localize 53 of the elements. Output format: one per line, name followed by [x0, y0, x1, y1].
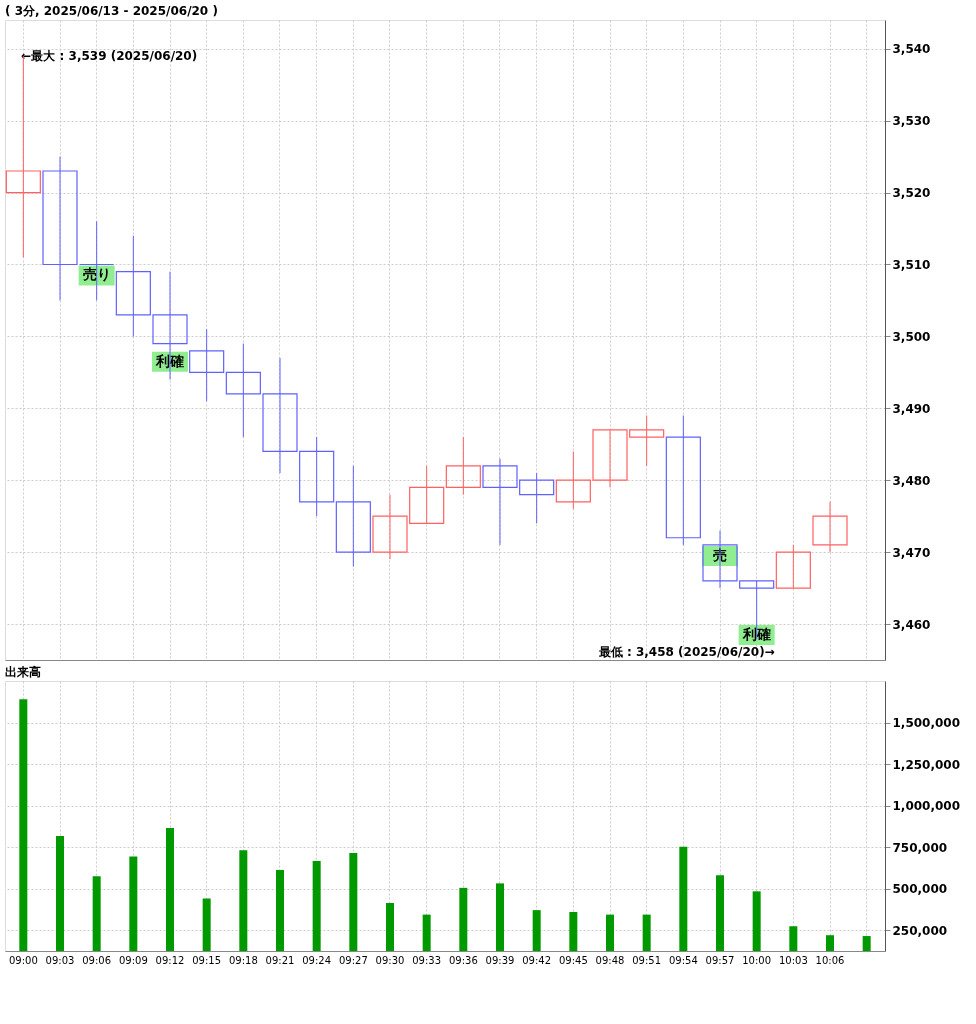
x-tick-label: 09:00: [8, 954, 38, 966]
x-tick-label: 09:30: [375, 954, 405, 966]
annotation: 売り: [82, 266, 111, 283]
x-tick-label: 09:12: [155, 954, 185, 966]
y-tick-label: 1,000,000: [892, 799, 961, 814]
x-tick-label: 09:27: [338, 954, 368, 966]
x-tick-label: 09:48: [595, 954, 625, 966]
candlestick: [445, 436, 481, 496]
x-tick-label: 09:36: [448, 954, 478, 966]
candlestick: [42, 156, 78, 301]
x-tick-label: 09:54: [668, 954, 698, 966]
candlestick: [665, 415, 701, 546]
x-tick-label: 09:18: [228, 954, 258, 966]
x-tick-label: 09:57: [705, 954, 735, 966]
x-tick-label: 09:33: [412, 954, 442, 966]
x-tick-label: 09:09: [118, 954, 148, 966]
y-tick-label: 750,000: [892, 840, 948, 855]
candlestick: [812, 501, 848, 553]
x-tick-label: 09:45: [558, 954, 588, 966]
x-tick-label: 09:06: [82, 954, 112, 966]
x-tick-label: 09:21: [265, 954, 295, 966]
y-tick-label: 1,500,000: [892, 716, 961, 731]
y-tick-label: 3,530: [892, 114, 931, 129]
y-tick-label: 3,540: [892, 42, 931, 57]
y-tick-label: 1,250,000: [892, 757, 961, 772]
annotation: 売: [713, 546, 727, 563]
candlestick: [189, 328, 225, 402]
x-tick-label: 09:03: [45, 954, 75, 966]
x-tick-label: 10:00: [742, 954, 772, 966]
x-tick-label: 09:39: [485, 954, 515, 966]
y-tick-label: 3,500: [892, 329, 931, 344]
candlestick: [775, 544, 811, 589]
annotation: 最低 : 3,458 (2025/06/20)→: [597, 645, 775, 660]
x-tick-label: 09:51: [632, 954, 662, 966]
y-tick-label: 3,460: [892, 617, 931, 632]
y-tick-label: 500,000: [892, 882, 948, 897]
y-tick-label: 3,490: [892, 401, 931, 416]
y-tick-label: 3,470: [892, 545, 931, 560]
annotation: ←最大 : 3,539 (2025/06/20): [21, 48, 198, 63]
y-tick-label: 3,480: [892, 473, 931, 488]
x-tick-label: 10:03: [778, 954, 808, 966]
x-tick-label: 09:42: [522, 954, 552, 966]
chart-title: 出来高: [5, 665, 41, 679]
annotation: 利確: [741, 626, 771, 643]
x-tick-label: 09:24: [302, 954, 332, 966]
y-tick-label: 3,520: [892, 186, 931, 201]
candlestick: [335, 465, 371, 568]
x-tick-label: 09:15: [192, 954, 222, 966]
y-tick-label: 3,510: [892, 257, 931, 272]
chart-title: ( 3分, 2025/06/13 - 2025/06/20 ): [5, 4, 218, 18]
x-tick-label: 10:06: [815, 954, 845, 966]
y-tick-label: 250,000: [892, 923, 948, 938]
annotation: 利確: [155, 352, 184, 369]
